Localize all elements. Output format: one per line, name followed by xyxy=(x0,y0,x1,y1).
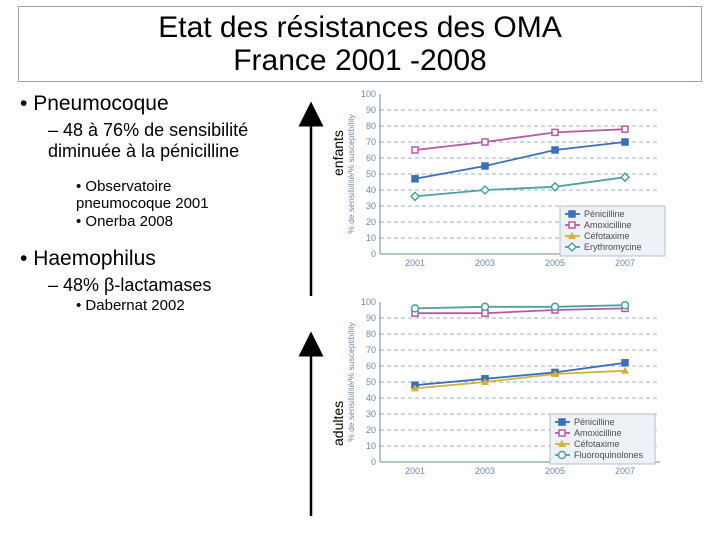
bullet-haemophilus: Haemophilus xyxy=(20,247,340,271)
svg-text:100: 100 xyxy=(361,297,376,307)
title-line1: Etat des résistances des OMA xyxy=(29,11,691,44)
sub-sub-dabernat: Dabernat 2002 xyxy=(76,298,340,315)
svg-text:2005: 2005 xyxy=(545,466,565,476)
svg-text:10: 10 xyxy=(366,441,376,451)
svg-text:10: 10 xyxy=(366,233,376,243)
svg-text:% de sensibilité/% susceptibil: % de sensibilité/% susceptibility xyxy=(346,321,356,441)
axis-label-enfants: enfants xyxy=(330,130,346,176)
svg-text:Pénicilline: Pénicilline xyxy=(574,417,615,427)
title-box: Etat des résistances des OMA France 2001… xyxy=(18,6,702,82)
svg-text:80: 80 xyxy=(366,121,376,131)
svg-text:Amoxicilline: Amoxicilline xyxy=(574,428,622,438)
svg-text:100: 100 xyxy=(361,89,376,99)
bullet-pneumocoque: Pneumocoque xyxy=(20,92,340,116)
svg-text:60: 60 xyxy=(366,153,376,163)
svg-text:0: 0 xyxy=(371,249,376,259)
svg-text:70: 70 xyxy=(366,345,376,355)
svg-text:90: 90 xyxy=(366,105,376,115)
axis-label-adultes: adultes xyxy=(330,401,346,446)
bullet-column: Pneumocoque 48 à 76% de sensibilité dimi… xyxy=(0,86,340,502)
svg-text:20: 20 xyxy=(366,425,376,435)
arrow-enfants xyxy=(296,106,326,299)
svg-text:90: 90 xyxy=(366,313,376,323)
svg-text:70: 70 xyxy=(366,137,376,147)
sub-sub-observatoire: Observatoire pneumocoque 2001 xyxy=(76,179,256,212)
svg-text:60: 60 xyxy=(366,361,376,371)
svg-text:Céfotaxime: Céfotaxime xyxy=(584,231,630,241)
chart-enfants: 0 10 20 30 40 50 60 70 80 90 100 2001 2003 2005 2007 % … xyxy=(340,86,690,286)
svg-text:50: 50 xyxy=(366,377,376,387)
charts-column: 01020304050607080901002001200320052007% … xyxy=(340,86,700,502)
svg-text:% de sensibilité/% susceptibil: % de sensibilité/% susceptibility xyxy=(346,113,356,233)
svg-text:40: 40 xyxy=(366,393,376,403)
svg-text:30: 30 xyxy=(366,201,376,211)
title-line2: France 2001 -2008 xyxy=(29,44,691,77)
svg-text:Amoxicilline: Amoxicilline xyxy=(584,220,632,230)
svg-text:Erythromycine: Erythromycine xyxy=(584,242,642,252)
svg-text:2003: 2003 xyxy=(475,258,495,268)
svg-text:40: 40 xyxy=(366,185,376,195)
svg-text:2007: 2007 xyxy=(615,466,635,476)
svg-text:50: 50 xyxy=(366,169,376,179)
svg-text:20: 20 xyxy=(366,217,376,227)
svg-text:2007: 2007 xyxy=(615,258,635,268)
svg-text:Céfotaxime: Céfotaxime xyxy=(574,439,620,449)
svg-text:2001: 2001 xyxy=(405,258,425,268)
svg-text:0: 0 xyxy=(371,457,376,467)
svg-text:2005: 2005 xyxy=(545,258,565,268)
chart-adultes: 0 10 20 30 40 50 60 70 80 90 100 2001 2003 2005 2007 % … xyxy=(340,294,690,494)
svg-text:2003: 2003 xyxy=(475,466,495,476)
svg-text:80: 80 xyxy=(366,329,376,339)
svg-text:2001: 2001 xyxy=(405,466,425,476)
svg-text:30: 30 xyxy=(366,409,376,419)
arrow-adultes xyxy=(296,336,326,519)
svg-text:Fluoroquinolones: Fluoroquinolones xyxy=(574,450,644,460)
svg-text:Pénicilline: Pénicilline xyxy=(584,209,625,219)
sub-bullet-penicilline: 48 à 76% de sensibilité diminuée à la pé… xyxy=(48,120,258,161)
